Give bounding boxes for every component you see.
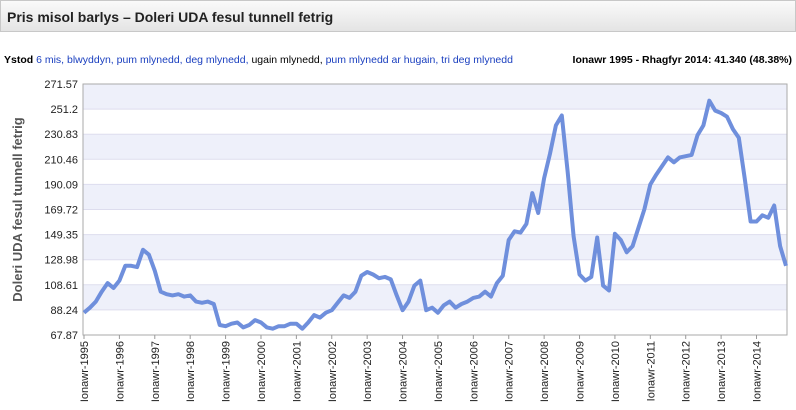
x-tick-label: Ionawr-1998 bbox=[185, 341, 197, 402]
x-tick-label: Ionawr-2011 bbox=[645, 341, 657, 401]
x-tick-label: Ionawr-2008 bbox=[539, 341, 551, 402]
y-tick-label: 88.24 bbox=[50, 305, 78, 317]
x-tick-label: Ionawr-1996 bbox=[114, 341, 126, 402]
grid-band bbox=[83, 284, 787, 310]
grid-band bbox=[83, 184, 787, 210]
plot-border bbox=[82, 83, 788, 336]
y-tick-label: 169.72 bbox=[44, 205, 78, 217]
y-tick-label: 128.98 bbox=[44, 255, 78, 267]
x-tick-label: Ionawr-2014 bbox=[752, 341, 764, 402]
y-axis-title: Doleri UDA fesul tunnell fetrig bbox=[10, 117, 25, 301]
range-current: ugain mlynedd, bbox=[251, 54, 323, 66]
y-tick-label: 108.61 bbox=[44, 280, 78, 292]
y-tick-label: 251.2 bbox=[50, 104, 78, 116]
grid-band bbox=[83, 84, 787, 110]
x-tick-label: Ionawr-2004 bbox=[398, 341, 410, 402]
range-summary: Ionawr 1995 - Rhagfyr 2014: 41.340 (48.3… bbox=[572, 54, 792, 66]
x-tick-label: Ionawr-2003 bbox=[362, 341, 374, 402]
x-tick-label: Ionawr-2007 bbox=[504, 341, 516, 402]
range-links[interactable]: pum mlynedd ar hugain, tri deg mlynedd bbox=[325, 54, 513, 66]
title-bar: Pris misol barlys – Doleri UDA fesul tun… bbox=[0, 0, 796, 32]
range-links[interactable]: 6 mis, blwyddyn, pum mlynedd, deg mlyned… bbox=[36, 54, 249, 66]
x-tick-label: Ionawr-1995 bbox=[79, 341, 91, 402]
toolbar: Ystod 6 mis, blwyddyn, pum mlynedd, deg … bbox=[4, 54, 792, 66]
x-tick-label: Ionawr-2001 bbox=[291, 341, 303, 402]
y-tick-label: 190.09 bbox=[44, 179, 78, 191]
x-tick-label: Ionawr-2000 bbox=[256, 341, 268, 402]
page-title: Pris misol barlys – Doleri UDA fesul tun… bbox=[7, 9, 334, 25]
y-tick-label: 230.83 bbox=[44, 129, 78, 141]
x-tick-label: Ionawr-2010 bbox=[610, 341, 622, 402]
y-tick-label: 67.87 bbox=[50, 330, 78, 342]
x-tick-label: Ionawr-1999 bbox=[221, 341, 233, 402]
x-tick-label: Ionawr-2012 bbox=[681, 341, 693, 402]
y-tick-label: 149.35 bbox=[44, 230, 78, 242]
grid-band bbox=[83, 134, 787, 160]
grid-band bbox=[83, 234, 787, 260]
y-tick-label: 210.46 bbox=[44, 154, 78, 166]
price-line bbox=[82, 98, 788, 331]
x-tick-label: Ionawr-2005 bbox=[433, 341, 445, 402]
x-tick-label: Ionawr-2006 bbox=[468, 341, 480, 402]
x-tick-label: Ionawr-2009 bbox=[575, 341, 587, 402]
x-tick-label: Ionawr-2013 bbox=[716, 341, 728, 402]
range-label: Ystod bbox=[4, 54, 34, 66]
x-tick-label: Ionawr-2002 bbox=[327, 341, 339, 402]
y-tick-label: 271.57 bbox=[44, 79, 78, 91]
x-tick-label: Ionawr-1997 bbox=[150, 341, 162, 402]
